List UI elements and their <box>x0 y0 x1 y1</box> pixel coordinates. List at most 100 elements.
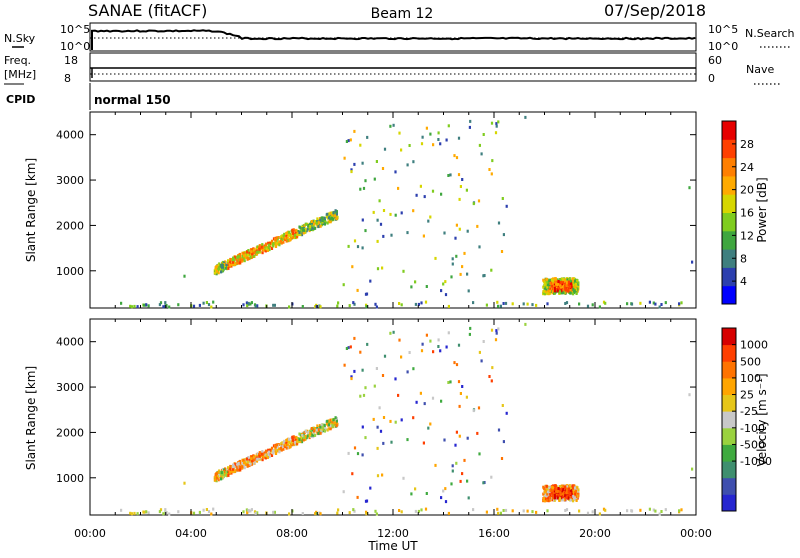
data-cell <box>477 406 481 410</box>
data-cell <box>351 265 354 269</box>
data-cell <box>332 217 335 221</box>
colorbar-segment <box>722 361 736 379</box>
data-cell <box>382 234 385 238</box>
velocity-colorbar-label: Velocity [m s⁻¹] <box>755 373 769 466</box>
data-cell <box>239 254 242 258</box>
data-cell <box>660 303 663 306</box>
colorbar-tick-label: 8 <box>740 252 747 265</box>
data-cell <box>364 179 367 183</box>
data-cell <box>560 289 563 293</box>
data-cell <box>250 252 254 256</box>
data-cell <box>381 167 385 170</box>
data-cell <box>331 418 334 422</box>
data-cell <box>551 488 554 492</box>
data-cell <box>394 420 397 424</box>
data-cell <box>331 211 334 215</box>
data-cell <box>231 465 234 469</box>
data-cell <box>287 440 290 444</box>
data-cell <box>275 443 278 447</box>
data-cell <box>559 281 562 285</box>
data-cell <box>312 225 315 228</box>
data-cell <box>364 499 368 503</box>
y-tick-label: 3000 <box>56 381 84 394</box>
data-cell <box>332 211 335 215</box>
data-cell <box>524 322 527 326</box>
data-cell <box>223 469 226 473</box>
x-tick-label: 00:00 <box>74 527 106 540</box>
colorbar-tick-label: -1000 <box>740 455 772 468</box>
data-cell <box>219 470 222 474</box>
data-cell <box>296 233 299 237</box>
data-cell <box>332 422 335 426</box>
data-cell <box>626 302 629 306</box>
data-cell <box>490 268 493 272</box>
data-cell <box>337 301 340 305</box>
data-cell <box>266 456 269 459</box>
data-cell <box>562 487 565 491</box>
data-cell <box>304 227 307 231</box>
data-cell <box>420 142 424 146</box>
data-cell <box>421 135 424 139</box>
data-cell <box>309 429 312 433</box>
data-cell <box>278 450 281 454</box>
data-cell <box>342 283 345 287</box>
data-cell <box>164 301 167 305</box>
data-cell <box>281 441 284 445</box>
data-cell <box>563 490 566 493</box>
data-cell <box>494 131 498 135</box>
data-cell <box>449 173 452 177</box>
data-cell <box>317 428 320 432</box>
data-cell <box>366 135 369 139</box>
data-cell <box>450 482 453 486</box>
data-cell <box>299 436 303 440</box>
data-cell <box>242 459 245 462</box>
data-cell <box>294 236 297 240</box>
data-cell <box>566 485 569 489</box>
data-cell <box>345 347 348 350</box>
data-cell <box>298 232 301 236</box>
data-cell <box>291 439 295 442</box>
data-cell <box>376 446 379 450</box>
data-cell <box>557 287 560 291</box>
data-cell <box>233 470 237 473</box>
data-cell <box>398 131 401 135</box>
data-cell <box>548 279 551 283</box>
data-cell <box>447 381 450 384</box>
data-cell <box>664 508 667 512</box>
data-cell <box>400 211 403 215</box>
data-cell <box>278 243 281 247</box>
data-cell <box>573 289 576 293</box>
data-cell <box>543 287 546 291</box>
data-cell <box>243 259 246 263</box>
data-cell <box>408 351 411 354</box>
data-cell <box>361 368 364 372</box>
data-cell <box>317 221 320 225</box>
data-cell <box>265 247 268 251</box>
data-cell <box>444 500 448 504</box>
data-cell <box>454 443 457 447</box>
data-cell <box>429 132 432 136</box>
data-cell <box>472 508 475 512</box>
data-cell <box>542 285 545 289</box>
data-cell <box>362 393 366 397</box>
data-cell <box>389 124 392 128</box>
data-cell <box>561 492 564 496</box>
data-cell <box>573 496 576 500</box>
data-cell <box>242 303 245 307</box>
data-cell <box>461 385 464 388</box>
data-cell <box>369 486 372 490</box>
data-cell <box>233 462 236 466</box>
data-cell <box>573 484 576 488</box>
data-cell <box>256 304 259 308</box>
data-cell <box>306 222 309 226</box>
data-cell <box>563 485 567 489</box>
data-cell <box>496 507 499 511</box>
data-cell <box>212 507 215 511</box>
data-cell <box>569 489 573 493</box>
data-cell <box>192 511 196 515</box>
data-cell <box>392 330 395 334</box>
data-cell <box>567 280 570 284</box>
colorbar-tick-label: 20 <box>740 184 754 197</box>
data-cell <box>330 423 333 427</box>
data-cell <box>369 279 372 283</box>
